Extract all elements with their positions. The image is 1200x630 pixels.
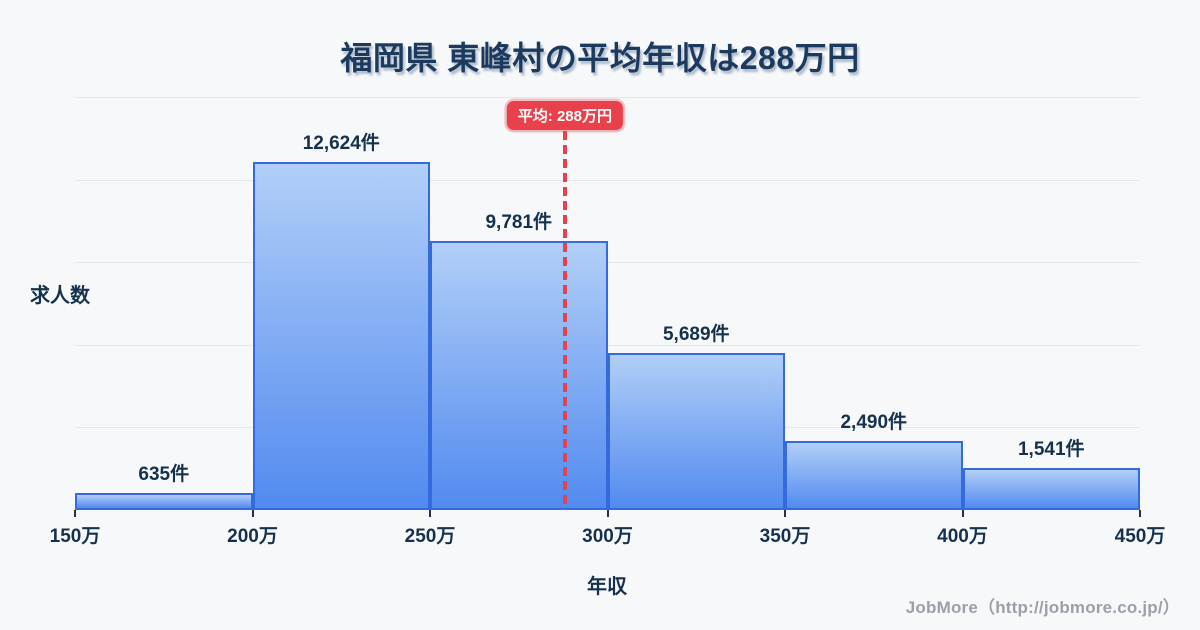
x-tick-mark bbox=[74, 510, 76, 517]
x-tick-label: 400万 bbox=[937, 526, 988, 547]
gridline bbox=[75, 344, 1140, 346]
footer-credit: JobMore（http://jobmore.co.jp/） bbox=[905, 598, 1180, 617]
x-axis-label: 年収 bbox=[587, 576, 627, 598]
bar-value-label: 12,624件 bbox=[302, 133, 380, 155]
gridline bbox=[75, 179, 1140, 181]
bar-value-label: 2,490件 bbox=[840, 412, 908, 434]
histogram-bar bbox=[75, 492, 253, 510]
bar-value-label: 635件 bbox=[138, 463, 190, 485]
histogram-bar bbox=[252, 162, 430, 510]
histogram-bar bbox=[962, 467, 1140, 510]
gridline bbox=[75, 97, 1140, 98]
chart-title: 福岡県 東峰村の平均年収は288万円 bbox=[340, 40, 860, 76]
x-tick-mark bbox=[606, 510, 609, 517]
bar-value-label: 1,541件 bbox=[1017, 438, 1085, 460]
x-tick-mark bbox=[251, 510, 254, 517]
histogram-bar bbox=[430, 240, 608, 510]
x-tick-label: 150万 bbox=[49, 526, 101, 547]
x-tick-label: 350万 bbox=[759, 526, 811, 547]
x-tick-label: 250万 bbox=[404, 526, 456, 547]
plot-area: 635件 12,624件 9,781件 5,689件 2,490件 1,541件 150万 2… bbox=[50, 97, 1165, 547]
gridline bbox=[75, 262, 1140, 264]
x-tick-mark bbox=[784, 510, 786, 517]
bar-value-label: 9,781件 bbox=[485, 211, 553, 233]
y-axis-label: 求人数 bbox=[30, 285, 90, 307]
average-badge: 平均: 288万円 bbox=[506, 101, 623, 130]
x-tick-label: 300万 bbox=[582, 526, 633, 547]
x-tick-label: 450万 bbox=[1114, 526, 1166, 547]
x-tick-mark bbox=[961, 510, 964, 517]
bar-value-label: 5,689件 bbox=[662, 324, 730, 346]
average-line bbox=[563, 131, 567, 510]
histogram-bar bbox=[607, 353, 785, 510]
x-tick-label: 200万 bbox=[227, 526, 278, 547]
x-tick-mark bbox=[1139, 510, 1141, 517]
x-tick-mark bbox=[429, 510, 431, 517]
histogram-bar bbox=[785, 441, 963, 510]
